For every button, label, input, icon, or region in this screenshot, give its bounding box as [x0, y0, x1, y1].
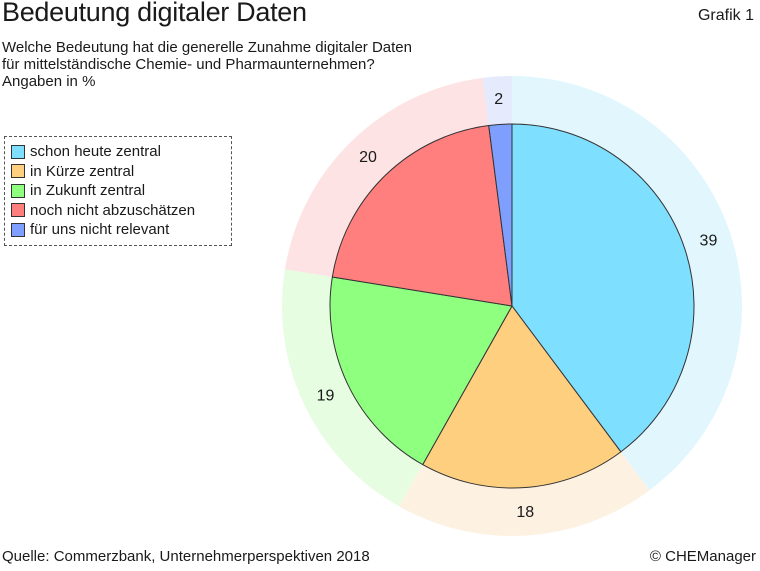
legend-label: in Kürze zentral [30, 162, 135, 180]
data-label-3: 20 [359, 149, 377, 166]
ring-segment-0 [512, 76, 742, 491]
ring-segment-2 [282, 269, 423, 507]
ring-segment-4 [482, 76, 512, 126]
legend-item-0: schon heute zentral [11, 142, 231, 162]
legend-item-3: noch nicht abzuschätzen [11, 201, 231, 221]
legend-label: schon heute zentral [30, 143, 161, 161]
legend-label: noch nicht abzuschätzen [30, 201, 196, 219]
pie-slice-group [329, 123, 695, 489]
data-label-2: 19 [317, 387, 335, 404]
legend-swatch [11, 183, 25, 198]
pie-slice-3 [331, 124, 513, 307]
data-label-group: 39 18 19 20 2 [317, 91, 718, 521]
legend-swatch [11, 164, 25, 179]
legend-swatch [11, 144, 25, 159]
pie-slice-0 [511, 123, 695, 453]
legend: schon heute zentral in Kürze zentral in Zu… [4, 136, 232, 246]
outer-ring-group [282, 76, 742, 536]
data-label-0: 39 [700, 232, 718, 249]
legend-item-2: in Zukunft zentral [11, 181, 231, 201]
data-label-4: 2 [494, 91, 503, 108]
copyright-note: © CHEManager [649, 548, 756, 565]
legend-label: in Zukunft zentral [30, 182, 146, 200]
subtitle-unit-line: Angaben in % [2, 73, 96, 90]
figure-number-label: Grafik 1 [697, 7, 754, 24]
subtitle-line: Welche Bedeutung hat die generelle Zunah… [2, 39, 412, 56]
legend-item-1: in Kürze zentral [11, 162, 231, 182]
legend-item-4: für uns nicht relevant [11, 220, 231, 240]
pie-slice-1 [422, 305, 622, 489]
chart-title: Bedeutung digitaler Daten [2, 0, 307, 27]
ring-segment-3 [284, 77, 489, 277]
legend-swatch [11, 203, 25, 218]
data-label-1: 18 [516, 504, 534, 521]
pie-slice-4 [488, 123, 513, 307]
legend-label: für uns nicht relevant [30, 221, 170, 239]
subtitle-line: für mittelständische Chemie- und Pharmau… [2, 56, 375, 73]
ring-segment-1 [399, 451, 650, 536]
chart-subtitle: Welche Bedeutung hat die generelle Zunah… [2, 39, 412, 90]
legend-swatch [11, 222, 25, 237]
pie-slice-2 [329, 276, 513, 466]
source-note: Quelle: Commerzbank, Unternehmerperspekt… [2, 548, 370, 565]
